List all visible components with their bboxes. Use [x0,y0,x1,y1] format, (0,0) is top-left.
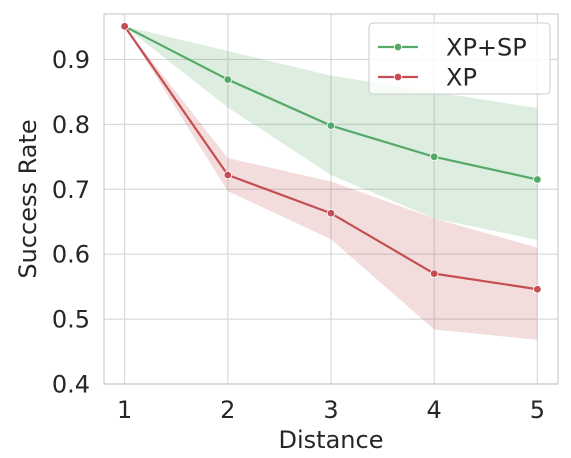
data-point-xp [223,170,233,180]
data-point-xp [120,22,129,31]
y-tick-label: 0.6 [52,241,90,269]
data-point-xp [326,209,336,218]
y-tick-labels: 0.4 0.5 0.6 0.7 0.8 0.9 [52,46,90,399]
y-tick-label: 0.8 [52,111,90,139]
legend: XP+SP XP [368,22,551,95]
confidence-band-xp [124,26,538,340]
data-point-xp-sp [223,75,233,84]
legend-marker-xp [393,72,403,82]
data-point-xp-sp [326,121,336,130]
data-point-xp [429,269,439,278]
y-tick-label: 0.7 [52,176,90,204]
y-axis-label: Success Rate [14,119,42,278]
data-point-xp [533,285,542,294]
plot-frame [103,13,559,385]
x-tick-labels: 1 2 3 4 5 [117,396,545,424]
x-tick-label: 4 [427,396,442,424]
x-tick-label: 5 [530,396,545,424]
legend-label-xp-sp: XP+SP [446,34,527,62]
y-tick-label: 0.5 [52,306,90,334]
legend-label-xp: XP [446,64,477,92]
data-point-xp-sp [429,152,439,162]
y-tick-label: 0.4 [52,371,90,399]
x-axis-label: Distance [279,426,384,454]
y-tick-label: 0.9 [52,46,90,74]
x-tick-label: 3 [323,396,338,424]
x-tick-label: 1 [117,396,132,424]
legend-marker-xp-sp [393,42,403,52]
data-point-xp-sp [533,175,542,184]
x-tick-label: 2 [220,396,235,424]
series-points [120,22,542,294]
